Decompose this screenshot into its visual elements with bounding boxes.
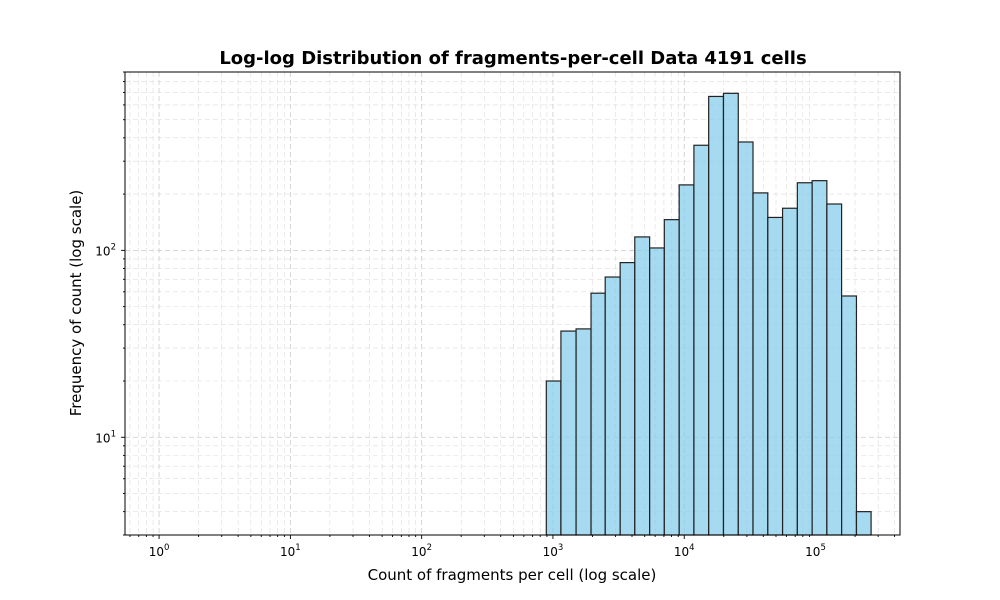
y-tick-label: 101	[95, 429, 116, 445]
x-tick-label: 103	[543, 543, 564, 559]
histogram-bar	[855, 511, 872, 536]
axis-ticks: 100 101 102 103 104 105 101 102	[95, 71, 896, 559]
histogram-bar	[752, 192, 769, 536]
histogram-bar	[826, 203, 843, 536]
histogram-bar	[767, 216, 784, 536]
histogram-bar	[634, 236, 651, 536]
x-tick-label: 102	[411, 543, 432, 559]
x-tick-label: 105	[805, 543, 826, 559]
histogram-bar	[796, 182, 813, 536]
x-tick-label: 104	[674, 543, 695, 559]
bars	[545, 92, 872, 536]
y-axis-label: Frequency of count (log scale)	[67, 190, 85, 417]
histogram-bar	[708, 95, 725, 536]
histogram-bar	[811, 180, 828, 536]
x-axis-label: Count of fragments per cell (log scale)	[368, 566, 657, 584]
histogram-bar	[590, 292, 606, 536]
histogram-bar	[545, 380, 562, 536]
plot-frame	[124, 71, 901, 536]
chart-title: Log-log Distribution of fragments-per-ce…	[219, 48, 806, 69]
histogram-bar	[737, 141, 754, 536]
histogram-bar	[678, 184, 695, 536]
histogram-bar	[722, 92, 739, 536]
histogram-bar	[841, 295, 858, 536]
histogram-bar	[693, 144, 710, 536]
histogram-bar	[649, 247, 665, 536]
histogram-bar	[619, 262, 636, 536]
histogram-bar	[560, 330, 577, 536]
x-tick-label: 101	[280, 543, 301, 559]
histogram-bar	[781, 207, 798, 536]
histogram-bar	[575, 328, 592, 536]
y-tick-label: 102	[95, 242, 116, 258]
histogram-bar	[663, 219, 680, 536]
histogram-bar	[604, 276, 621, 536]
x-tick-label: 100	[149, 543, 170, 559]
